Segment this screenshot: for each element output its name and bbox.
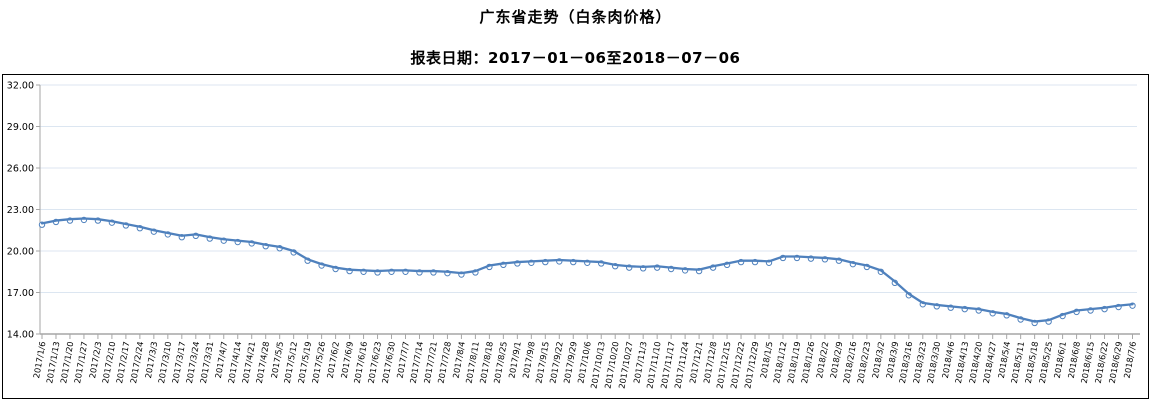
chart-title: 广东省走势（白条肉价格） xyxy=(479,8,672,26)
price-line-series xyxy=(40,217,1134,323)
y-tick-label: 32.00 xyxy=(7,81,34,92)
y-tick-label: 26.00 xyxy=(7,164,34,175)
chart-subtitle: 报表日期：2017－01－06至2018－07－06 xyxy=(410,49,741,67)
chart-frame: 14.00 17.00 20.00 23.00 26.00 29.00 32.00 2017/… xyxy=(2,74,1149,399)
y-tick-label: 29.00 xyxy=(7,122,34,133)
y-tick-label: 14.00 xyxy=(7,330,34,341)
y-tick-label: 20.00 xyxy=(7,247,34,258)
y-tick-label: 23.00 xyxy=(7,205,34,216)
x-tick-label: 2018/7/6 xyxy=(1122,341,1138,379)
y-tick-label: 17.00 xyxy=(7,288,34,299)
line-chart-canvas: 14.0017.0020.0023.0026.0029.0032.002017/… xyxy=(7,81,1140,389)
